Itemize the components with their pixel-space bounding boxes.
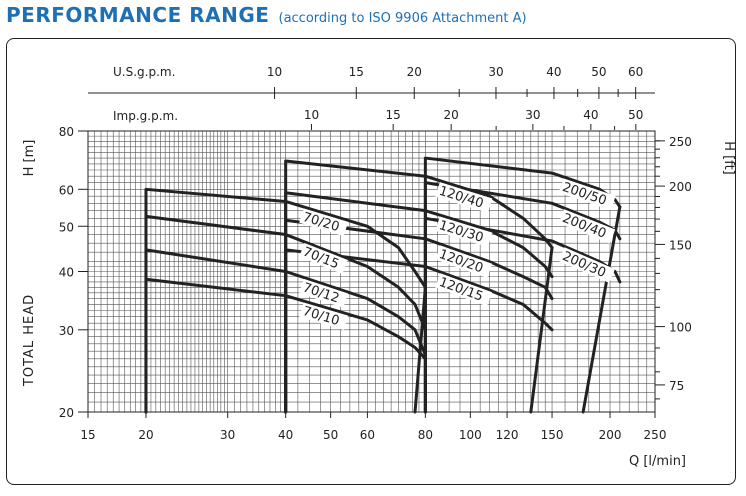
y-tick-label-m: 30 [59, 324, 74, 338]
y-tick-label-m: 60 [59, 183, 74, 197]
series-label-bg [558, 247, 615, 283]
runout-line [413, 285, 427, 414]
series-label-bg [435, 216, 493, 248]
imp-gpm-tick-label: 50 [628, 108, 643, 122]
x-tick-label: 60 [360, 428, 375, 442]
x-tick-label: 15 [80, 428, 95, 442]
tick-labels: 15 20 30 40 50 60 80 100 120 150 200 250 20 30 40 50 60 8… [59, 65, 692, 442]
curve-70-15 [144, 214, 427, 414]
curve-70-12 [144, 248, 427, 414]
series-label-120-15: 120/15 [435, 273, 493, 307]
series-label-bg [558, 209, 616, 244]
y-tick-label-m: 50 [59, 220, 74, 234]
y-tick-label-ft: 150 [669, 238, 692, 252]
imp-gpm-tick-label: 10 [304, 108, 319, 122]
runout-line [529, 246, 554, 414]
x-tick-label: 20 [138, 428, 153, 442]
page-title: PERFORMANCE RANGE (according to ISO 9906… [6, 3, 527, 27]
chart-title: PERFORMANCE RANGE [6, 3, 270, 27]
y-tick-label-ft: 200 [669, 180, 692, 194]
x-tick-label: 200 [599, 428, 622, 442]
x-tick-label: 120 [496, 428, 519, 442]
us-gpm-tick-label: 30 [488, 65, 503, 79]
y-tick-label-m: 80 [59, 125, 74, 139]
series-label-text: 70/20 [301, 210, 341, 235]
series-label-bg [435, 245, 493, 278]
us-gpm-tick-label: 15 [349, 65, 364, 79]
series-label-200-50: 200/50 [558, 178, 616, 211]
x-tick-label: 50 [323, 428, 338, 442]
us-gpm-tick-label: 10 [267, 65, 282, 79]
y-tick-label-m: 20 [59, 406, 74, 420]
chart-subtitle: (according to ISO 9906 Attachment A) [278, 11, 527, 26]
curve-120-15 [284, 248, 554, 414]
pump-curves [144, 156, 622, 414]
series-label-bg [299, 278, 349, 308]
x-axis-label: Q [l/min] [629, 454, 686, 469]
series-label-text: 70/10 [301, 304, 341, 329]
x-tick-label: 40 [278, 428, 293, 442]
imp-gpm-tick-label: 15 [386, 108, 401, 122]
us-gpm-tick-label: 20 [407, 65, 422, 79]
x-tick-label: 80 [418, 428, 433, 442]
imp-gpm-tick-label: 20 [444, 108, 459, 122]
y-tick-label-ft: 75 [669, 379, 684, 393]
y-tick-label-ft: 250 [669, 135, 692, 149]
imp-gpm-label: Imp.g.p.m. [113, 109, 178, 123]
series-label-bg [299, 243, 348, 274]
grid-lines [87, 130, 656, 413]
curve-120-20 [284, 218, 554, 414]
imp-gpm-tick-label: 40 [583, 108, 598, 122]
y-tick-label-m: 40 [59, 266, 74, 280]
y-axis-label-ft: H [ft] [721, 141, 736, 175]
imp-gpm-tick-label: 30 [525, 108, 540, 122]
runout-line [581, 205, 622, 414]
series-label-200-30: 200/30 [558, 247, 615, 283]
y-axis-label-total-head: TOTAL HEAD [22, 294, 37, 387]
series-label-bg [299, 208, 349, 237]
series-label-bg [558, 178, 616, 211]
curve-70-10 [144, 277, 427, 414]
series-label-bg [299, 302, 349, 331]
us-gpm-tick-label: 60 [628, 65, 643, 79]
us-gpm-tick-label: 40 [546, 65, 561, 79]
series-label-bg [435, 182, 493, 213]
y-axis-label-m: H [m] [22, 140, 37, 177]
us-gpm-label: U.S.g.p.m. [113, 65, 175, 79]
x-tick-label: 30 [220, 428, 235, 442]
us-gpm-tick-label: 50 [591, 65, 606, 79]
x-tick-label: 100 [459, 428, 482, 442]
chart-frame [6, 38, 736, 485]
series-labels: 70/2070/1570/1270/10120/40120/30120/2012… [299, 178, 616, 331]
series-label-bg [435, 273, 493, 307]
x-tick-label: 250 [644, 428, 667, 442]
axes [78, 87, 665, 418]
series-label-200-40: 200/40 [558, 209, 616, 244]
curve-200-30 [423, 216, 622, 414]
curve-70-20 [144, 187, 427, 414]
y-tick-label-ft: 100 [669, 321, 692, 335]
x-tick-label: 150 [541, 428, 564, 442]
